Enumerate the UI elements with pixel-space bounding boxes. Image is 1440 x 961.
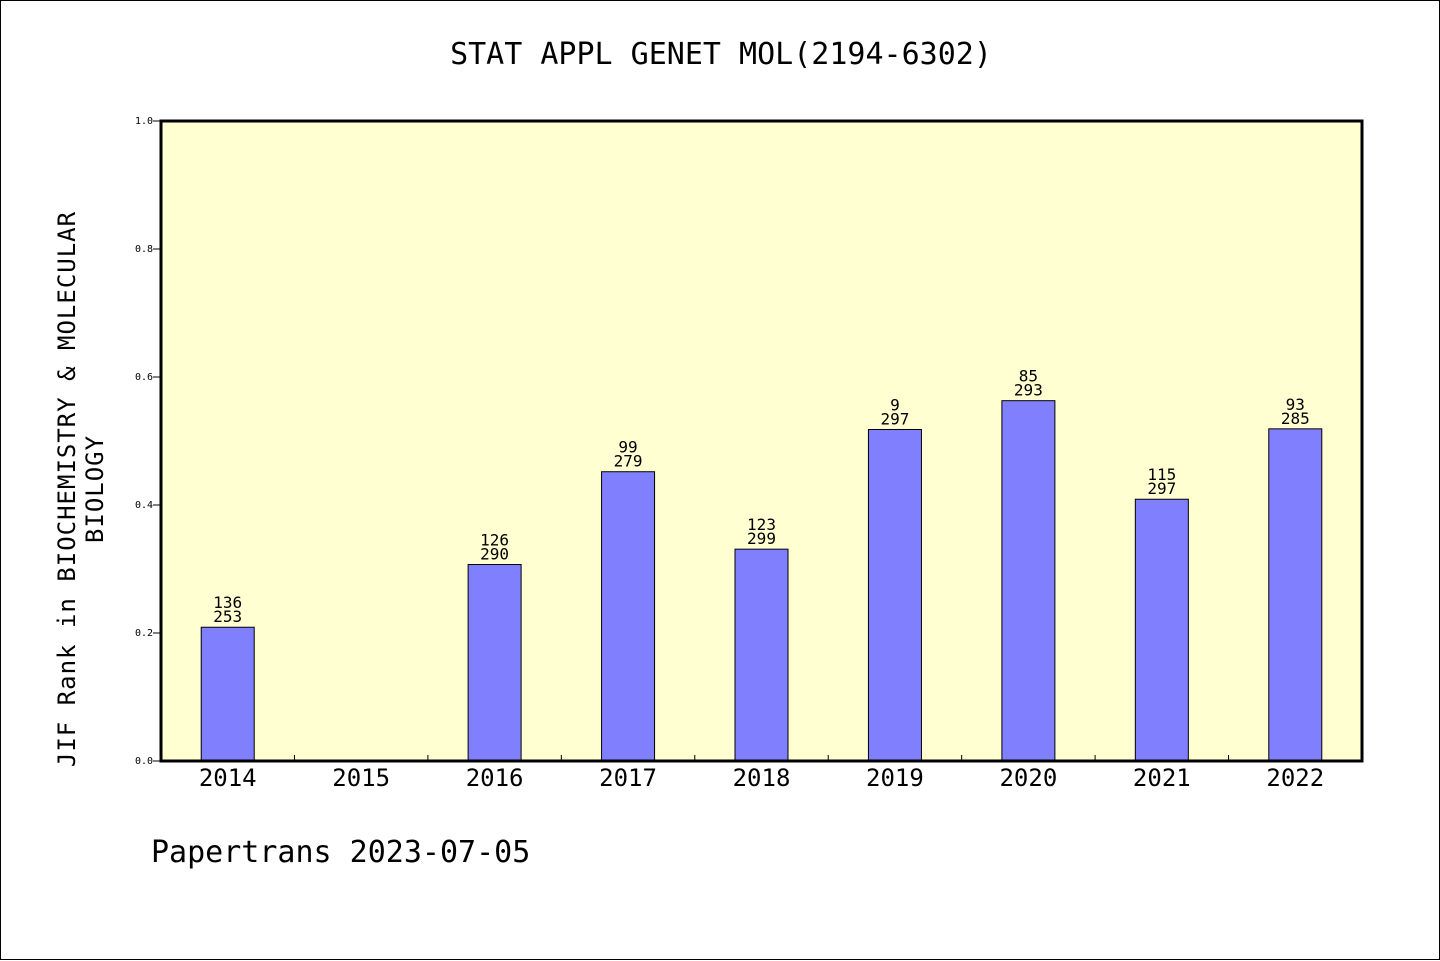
x-tick-label: 2016 (466, 764, 524, 792)
rank-label-2014: 136 (213, 593, 242, 612)
bar-2022 (1268, 428, 1323, 762)
rank-label-2020: 85 (1019, 367, 1038, 386)
total-label-2018: 299 (747, 529, 776, 548)
x-tick-label: 2015 (332, 764, 390, 792)
chart-title: STAT APPL GENET MOL(2194-6302) (450, 37, 992, 72)
bar-2021 (1134, 498, 1189, 762)
footer-text: Papertrans 2023-07-05 (151, 835, 531, 870)
bar-2019 (867, 428, 922, 762)
rank-label-2016: 126 (480, 531, 509, 550)
total-label-2021: 297 (1147, 479, 1176, 498)
rank-label-2019: 9 (890, 395, 900, 414)
total-label-2020: 293 (1014, 381, 1043, 400)
total-label-2014: 253 (213, 607, 242, 626)
total-label-2019: 297 (880, 409, 909, 428)
x-tick-label: 2019 (866, 764, 924, 792)
y-tick-label: 0.2 (135, 628, 153, 639)
x-tick-label: 2020 (999, 764, 1057, 792)
y-tick-label: 1.0 (135, 116, 153, 127)
x-tick-label: 2022 (1266, 764, 1324, 792)
y-tick-label: 0.4 (135, 500, 153, 511)
y-tick-label: 0.0 (135, 756, 153, 767)
bar-2017 (601, 471, 656, 762)
y-tick-label: 0.6 (135, 372, 153, 383)
rank-label-2022: 93 (1286, 395, 1305, 414)
bar-2018 (734, 548, 789, 762)
y-tick-label: 0.8 (135, 244, 153, 255)
rank-label-2018: 123 (747, 515, 776, 534)
total-label-2017: 279 (614, 452, 643, 471)
total-label-2016: 290 (480, 545, 509, 564)
bar-2014 (200, 626, 255, 762)
bar-2020 (1001, 400, 1056, 762)
x-tick-label: 2017 (599, 764, 657, 792)
total-label-2022: 285 (1281, 409, 1310, 428)
x-tick-label: 2018 (733, 764, 791, 792)
x-tick-label: 2021 (1133, 764, 1191, 792)
rank-label-2021: 115 (1147, 465, 1176, 484)
x-tick-label: 2014 (199, 764, 257, 792)
plot-border (159, 119, 1364, 763)
rank-label-2017: 99 (618, 438, 637, 457)
bar-2016 (467, 564, 522, 762)
